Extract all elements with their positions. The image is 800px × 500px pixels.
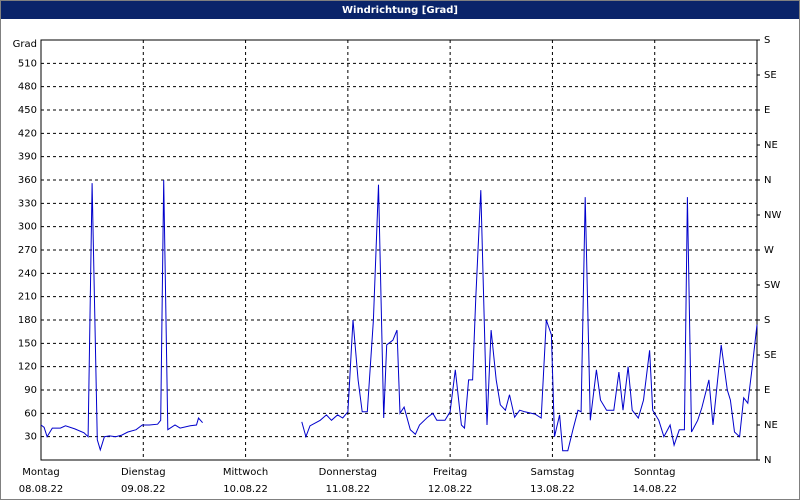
y-tick-label: 390 — [18, 152, 37, 163]
y2-tick-label: NE — [764, 140, 778, 151]
x-tick-label: Montag — [22, 467, 59, 478]
y2-tick-label: S — [764, 35, 770, 46]
y-tick-label: 240 — [18, 268, 37, 279]
y-tick-label: 210 — [18, 292, 37, 303]
y2-tick-label: SE — [764, 70, 777, 81]
y-tick-label: 510 — [18, 58, 37, 69]
y-tick-label: 90 — [24, 385, 37, 396]
y-tick-label: 360 — [18, 175, 37, 186]
y-tick-label: 120 — [18, 362, 37, 373]
x-tick-label: Mittwoch — [223, 467, 268, 478]
y-tick-label: 450 — [18, 105, 37, 116]
y-tick-label: 330 — [18, 198, 37, 209]
y2-tick-label: SW — [764, 280, 780, 291]
x-tick-label: Freitag — [433, 467, 467, 478]
title-bar — [1, 1, 799, 19]
y2-tick-label: N — [764, 175, 771, 186]
x-tick-label: Dienstag — [121, 467, 166, 478]
x-tick-date: 09.08.22 — [121, 484, 166, 495]
x-tick-date: 10.08.22 — [223, 484, 268, 495]
x-tick-date: 14.08.22 — [632, 484, 677, 495]
y2-tick-label: NW — [764, 210, 781, 221]
y-tick-label: 300 — [18, 222, 37, 233]
y-axis-label: Grad — [13, 39, 37, 50]
y2-tick-label: S — [764, 315, 770, 326]
x-tick-label: Samstag — [531, 467, 575, 478]
y2-tick-label: NE — [764, 420, 778, 431]
x-tick-date: 11.08.22 — [326, 484, 371, 495]
y2-tick-label: E — [764, 385, 770, 396]
y2-tick-label: N — [764, 455, 771, 466]
y-tick-label: 480 — [18, 82, 37, 93]
chart-title: Windrichtung [Grad] — [342, 5, 458, 16]
data-line — [40, 179, 758, 452]
y2-tick-label: E — [764, 105, 770, 116]
y2-tick-label: SE — [764, 350, 777, 361]
x-tick-label: Donnerstag — [319, 467, 377, 478]
y-tick-label: 180 — [18, 315, 37, 326]
x-tick-date: 13.08.22 — [530, 484, 575, 495]
y-tick-label: 270 — [18, 245, 37, 256]
x-tick-label: Sonntag — [634, 467, 676, 478]
x-tick-date: 08.08.22 — [19, 484, 64, 495]
y-tick-label: 420 — [18, 128, 37, 139]
x-tick-date: 12.08.22 — [428, 484, 473, 495]
y-tick-label: 30 — [24, 432, 37, 443]
y-tick-label: 60 — [24, 408, 37, 419]
y-tick-label: 150 — [18, 338, 37, 349]
y2-tick-label: W — [764, 245, 774, 256]
